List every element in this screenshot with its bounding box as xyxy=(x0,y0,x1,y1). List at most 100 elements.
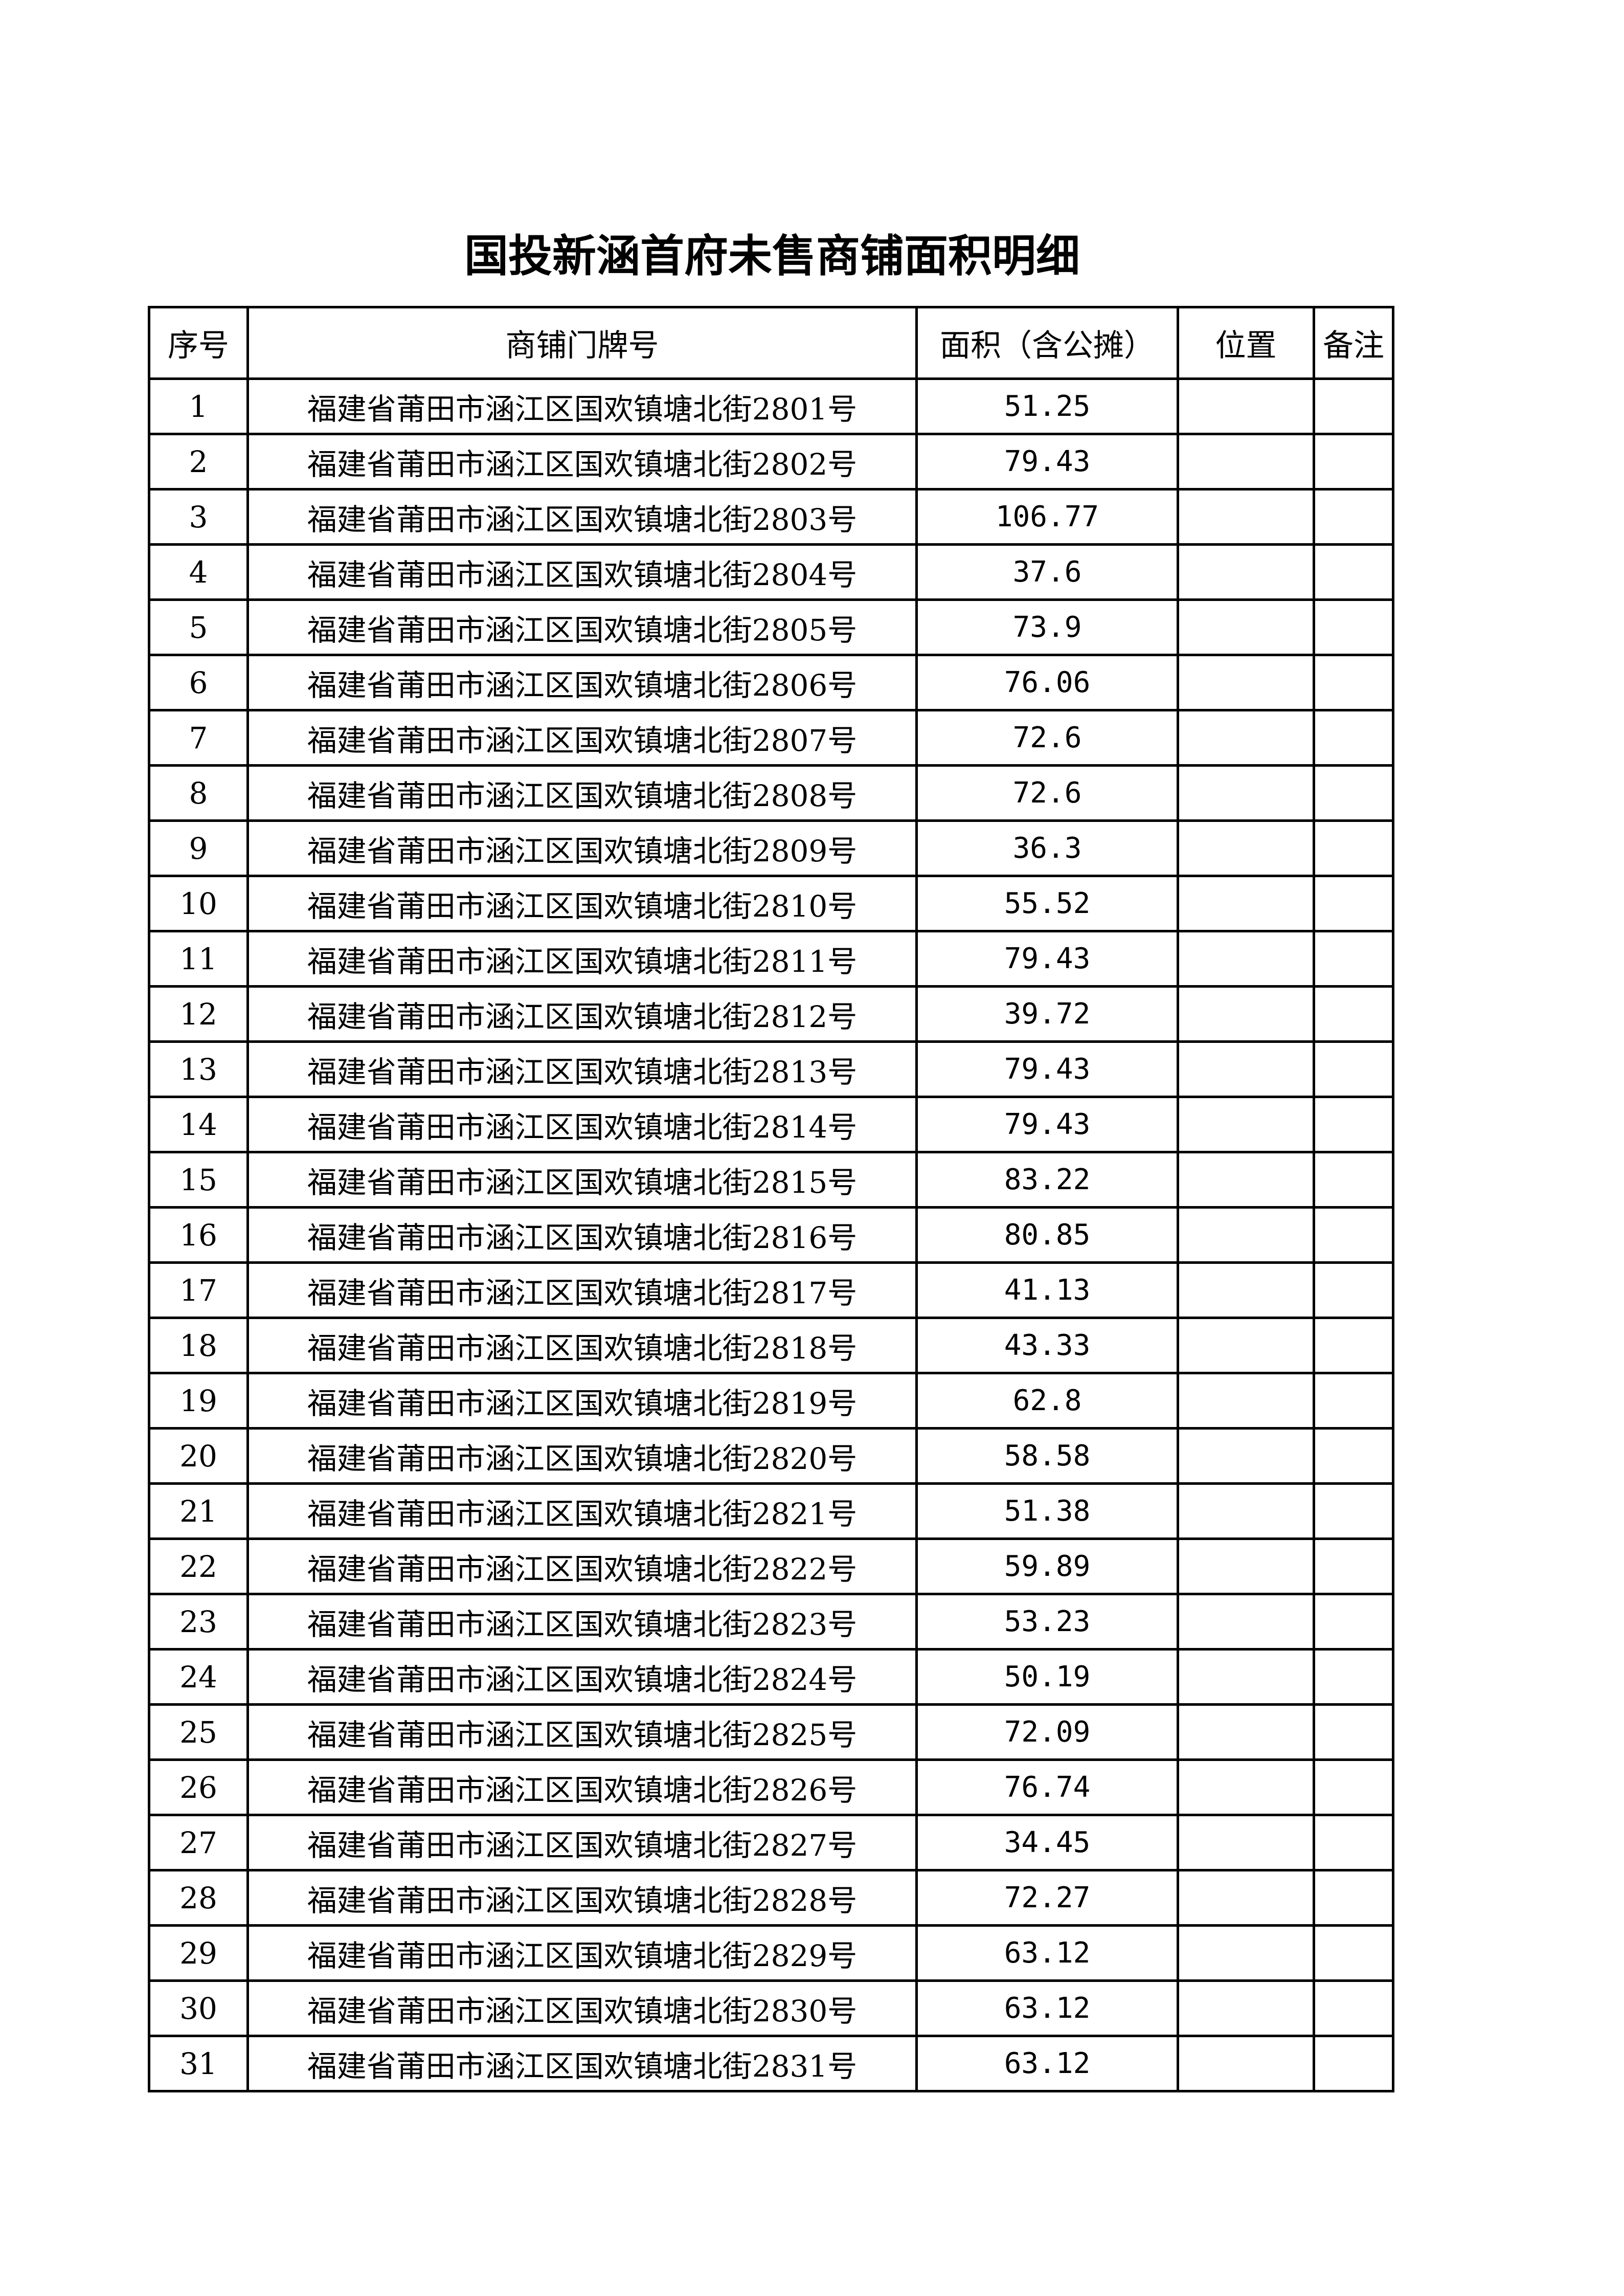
cell-area: 76.06 xyxy=(915,654,1179,711)
cell-area: 79.43 xyxy=(915,433,1179,491)
cell-address: 福建省莆田市涵江区国欢镇塘北街2825号 xyxy=(246,1703,918,1761)
cell-address: 福建省莆田市涵江区国欢镇塘北街2818号 xyxy=(246,1317,918,1374)
cell-area: 51.25 xyxy=(915,377,1179,435)
cell-remark xyxy=(1313,875,1394,932)
cell-area: 58.58 xyxy=(915,1427,1179,1485)
cell-location xyxy=(1177,1593,1315,1651)
cell-address: 福建省莆田市涵江区国欢镇塘北街2831号 xyxy=(246,2035,918,2092)
cell-area: 72.09 xyxy=(915,1703,1179,1761)
table-row: 5 福建省莆田市涵江区国欢镇塘北街2805号 73.9 xyxy=(148,598,1394,656)
table-row: 22 福建省莆田市涵江区国欢镇塘北街2822号 59.89 xyxy=(148,1537,1394,1595)
cell-area: 51.38 xyxy=(915,1482,1179,1540)
table-row: 18 福建省莆田市涵江区国欢镇塘北街2818号 43.33 xyxy=(148,1317,1394,1374)
cell-remark xyxy=(1313,598,1394,656)
cell-remark xyxy=(1313,1593,1394,1651)
cell-remark xyxy=(1313,1537,1394,1595)
cell-area: 37.6 xyxy=(915,543,1179,601)
table-row: 26 福建省莆田市涵江区国欢镇塘北街2826号 76.74 xyxy=(148,1758,1394,1816)
header-area: 面积（含公摊） xyxy=(915,306,1179,380)
cell-location xyxy=(1177,433,1315,491)
cell-remark xyxy=(1313,985,1394,1043)
cell-no: 23 xyxy=(148,1593,249,1651)
cell-no: 15 xyxy=(148,1151,249,1209)
cell-remark xyxy=(1313,433,1394,491)
cell-location xyxy=(1177,1482,1315,1540)
cell-no: 11 xyxy=(148,930,249,988)
cell-remark xyxy=(1313,2035,1394,2092)
cell-address: 福建省莆田市涵江区国欢镇塘北街2805号 xyxy=(246,598,918,656)
cell-address: 福建省莆田市涵江区国欢镇塘北街2814号 xyxy=(246,1096,918,1153)
cell-no: 17 xyxy=(148,1261,249,1319)
cell-remark xyxy=(1313,1869,1394,1927)
page-title: 国投新涵首府未售商铺面积明细 xyxy=(464,231,1080,282)
cell-area: 72.6 xyxy=(915,709,1179,767)
cell-address: 福建省莆田市涵江区国欢镇塘北街2806号 xyxy=(246,654,918,711)
table-row: 30 福建省莆田市涵江区国欢镇塘北街2830号 63.12 xyxy=(148,1979,1394,2037)
cell-remark xyxy=(1313,1151,1394,1209)
header-location: 位置 xyxy=(1177,306,1315,380)
cell-address: 福建省莆田市涵江区国欢镇塘北街2807号 xyxy=(246,709,918,767)
cell-area: 106.77 xyxy=(915,488,1179,546)
cell-location xyxy=(1177,1814,1315,1871)
cell-location xyxy=(1177,654,1315,711)
cell-remark xyxy=(1313,1317,1394,1374)
table-row: 13 福建省莆田市涵江区国欢镇塘北街2813号 79.43 xyxy=(148,1040,1394,1098)
cell-location xyxy=(1177,1648,1315,1706)
cell-area: 43.33 xyxy=(915,1317,1179,1374)
cell-area: 79.43 xyxy=(915,930,1179,988)
table-row: 7 福建省莆田市涵江区国欢镇塘北街2807号 72.6 xyxy=(148,709,1394,767)
cell-address: 福建省莆田市涵江区国欢镇塘北街2819号 xyxy=(246,1372,918,1430)
cell-location xyxy=(1177,875,1315,932)
cell-no: 22 xyxy=(148,1537,249,1595)
cell-address: 福建省莆田市涵江区国欢镇塘北街2826号 xyxy=(246,1758,918,1816)
cell-area: 41.13 xyxy=(915,1261,1179,1319)
cell-no: 31 xyxy=(148,2035,249,2092)
table-row: 9 福建省莆田市涵江区国欢镇塘北街2809号 36.3 xyxy=(148,819,1394,877)
cell-location xyxy=(1177,1261,1315,1319)
cell-no: 20 xyxy=(148,1427,249,1485)
cell-no: 14 xyxy=(148,1096,249,1153)
cell-remark xyxy=(1313,1648,1394,1706)
cell-location xyxy=(1177,598,1315,656)
cell-location xyxy=(1177,764,1315,822)
cell-address: 福建省莆田市涵江区国欢镇塘北街2816号 xyxy=(246,1206,918,1264)
cell-no: 7 xyxy=(148,709,249,767)
cell-remark xyxy=(1313,1096,1394,1153)
cell-area: 72.6 xyxy=(915,764,1179,822)
cell-location xyxy=(1177,1096,1315,1153)
cell-no: 25 xyxy=(148,1703,249,1761)
table-row: 31 福建省莆田市涵江区国欢镇塘北街2831号 63.12 xyxy=(148,2035,1394,2092)
cell-remark xyxy=(1313,1703,1394,1761)
cell-location xyxy=(1177,1869,1315,1927)
cell-area: 80.85 xyxy=(915,1206,1179,1264)
cell-area: 73.9 xyxy=(915,598,1179,656)
table-row: 27 福建省莆田市涵江区国欢镇塘北街2827号 34.45 xyxy=(148,1814,1394,1871)
cell-location xyxy=(1177,930,1315,988)
table-row: 28 福建省莆田市涵江区国欢镇塘北街2828号 72.27 xyxy=(148,1869,1394,1927)
cell-no: 21 xyxy=(148,1482,249,1540)
cell-remark xyxy=(1313,1924,1394,1982)
cell-address: 福建省莆田市涵江区国欢镇塘北街2817号 xyxy=(246,1261,918,1319)
shop-area-table: 序号 商铺门牌号 面积（含公摊） 位置 备注 1 福建省莆田市涵江区国欢镇塘北街2… xyxy=(148,306,1394,2092)
cell-location xyxy=(1177,1427,1315,1485)
table-row: 24 福建省莆田市涵江区国欢镇塘北街2824号 50.19 xyxy=(148,1648,1394,1706)
table-row: 8 福建省莆田市涵江区国欢镇塘北街2808号 72.6 xyxy=(148,764,1394,822)
cell-no: 10 xyxy=(148,875,249,932)
cell-remark xyxy=(1313,819,1394,877)
header-address: 商铺门牌号 xyxy=(246,306,918,380)
cell-address: 福建省莆田市涵江区国欢镇塘北街2820号 xyxy=(246,1427,918,1485)
cell-location xyxy=(1177,488,1315,546)
cell-no: 6 xyxy=(148,654,249,711)
cell-address: 福建省莆田市涵江区国欢镇塘北街2802号 xyxy=(246,433,918,491)
cell-area: 59.89 xyxy=(915,1537,1179,1595)
cell-location xyxy=(1177,1372,1315,1430)
table-row: 29 福建省莆田市涵江区国欢镇塘北街2829号 63.12 xyxy=(148,1924,1394,1982)
cell-remark xyxy=(1313,1427,1394,1485)
table-row: 3 福建省莆田市涵江区国欢镇塘北街2803号 106.77 xyxy=(148,488,1394,546)
cell-no: 27 xyxy=(148,1814,249,1871)
header-row: 序号 商铺门牌号 面积（含公摊） 位置 备注 xyxy=(148,306,1394,380)
table-row: 25 福建省莆田市涵江区国欢镇塘北街2825号 72.09 xyxy=(148,1703,1394,1761)
cell-remark xyxy=(1313,1814,1394,1871)
cell-no: 13 xyxy=(148,1040,249,1098)
table-row: 2 福建省莆田市涵江区国欢镇塘北街2802号 79.43 xyxy=(148,433,1394,491)
